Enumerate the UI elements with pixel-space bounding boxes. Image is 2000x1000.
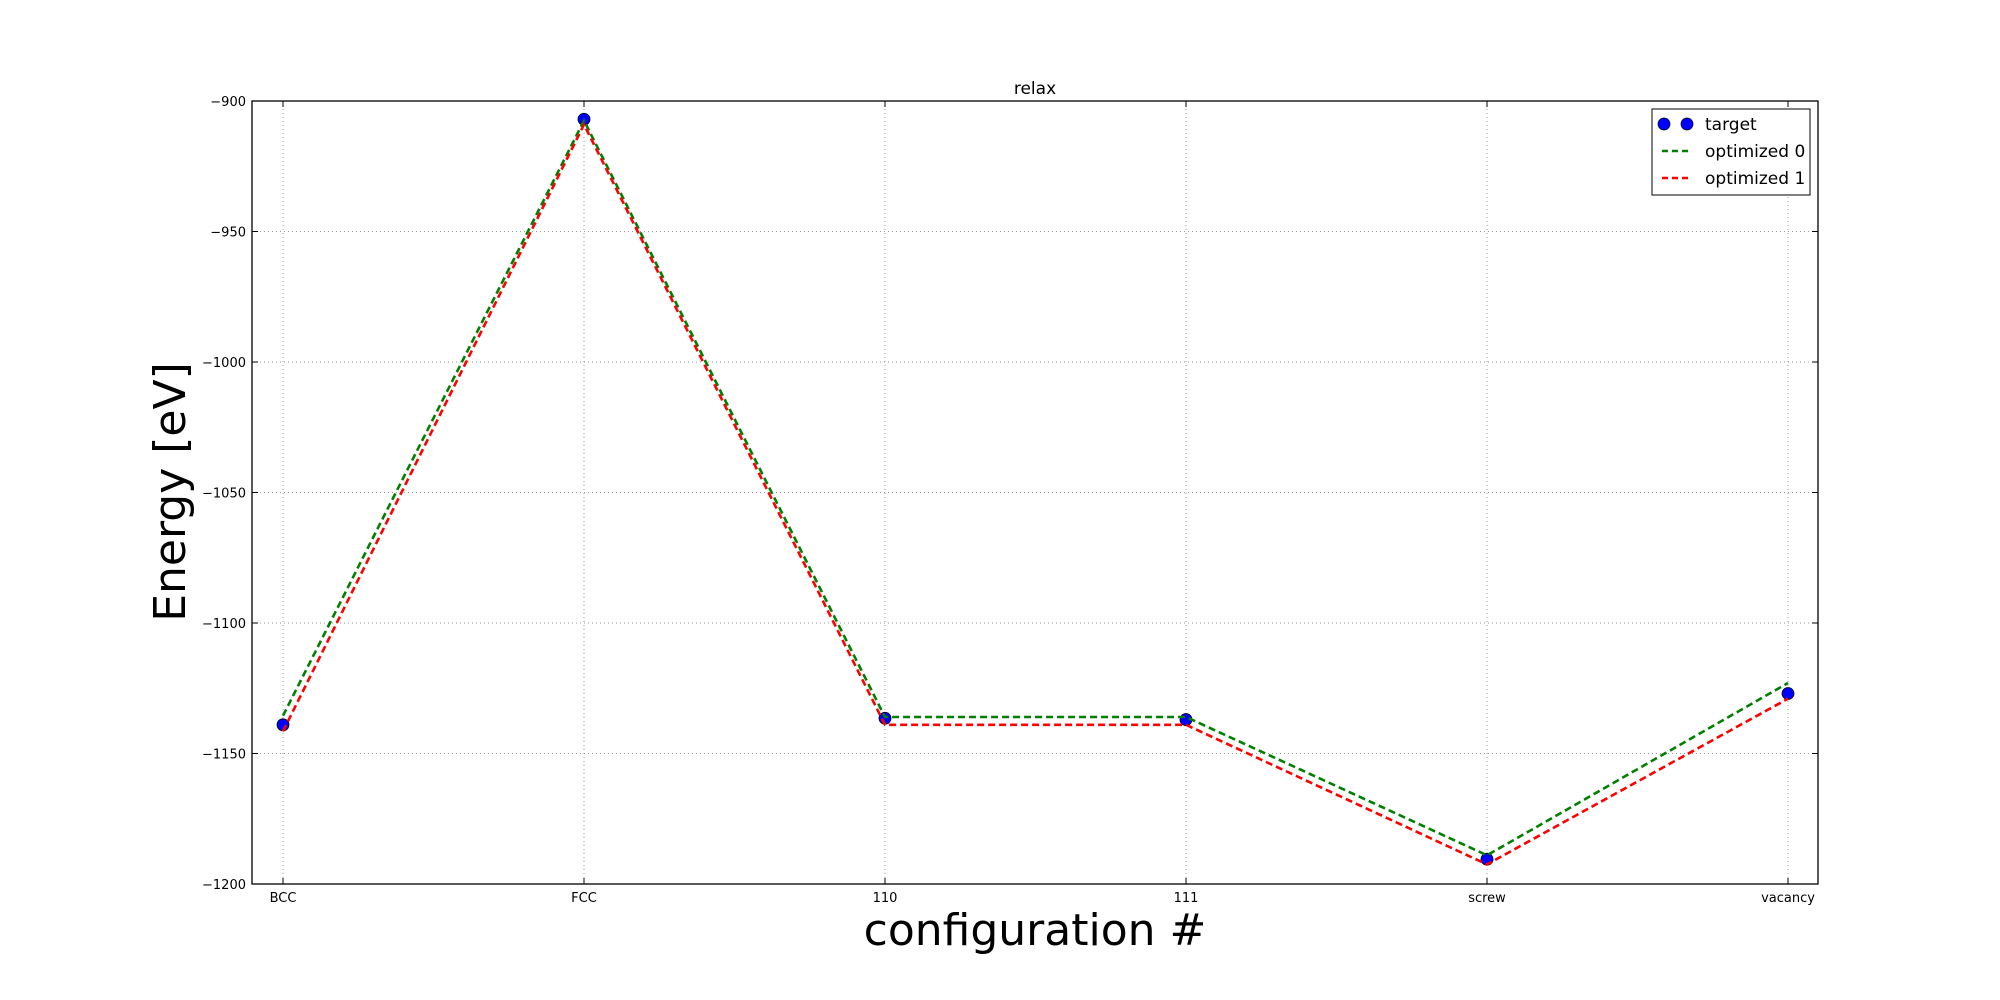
legend: target optimized 0 optimized 1 xyxy=(1651,108,1811,196)
y-tick-label: −950 xyxy=(210,226,246,241)
legend-label: target xyxy=(1705,115,1757,135)
x-tick-label: 111 xyxy=(1174,891,1199,906)
series-layer xyxy=(276,112,1795,866)
series-line-optimized-0 xyxy=(281,117,1789,857)
legend-marker xyxy=(1657,117,1671,131)
x-tick-label: BCC xyxy=(270,891,297,906)
y-axis-title: Energy [eV] xyxy=(145,362,196,622)
y-tick-label: −1150 xyxy=(202,748,246,763)
x-tick-label: 110 xyxy=(873,891,898,906)
x-tick-label: screw xyxy=(1468,891,1506,906)
y-tick-label: −1050 xyxy=(202,487,246,502)
legend-label: optimized 0 xyxy=(1705,142,1805,162)
plot-area-background xyxy=(252,101,1818,884)
x-axis-title: configuration # xyxy=(864,905,1207,956)
y-tick-label: −1000 xyxy=(202,356,246,371)
ticks: BCC FCC 110 111 screw vacancy −900 −950 −1000 −10… xyxy=(202,95,1818,906)
y-tick-label: −1100 xyxy=(202,617,246,632)
target-point xyxy=(1781,687,1795,700)
legend-box xyxy=(1651,108,1811,196)
chart-title: relax xyxy=(1014,79,1056,99)
x-tick-label: vacancy xyxy=(1761,891,1815,906)
x-tick-label: FCC xyxy=(571,891,597,906)
y-tick-label: −900 xyxy=(210,95,246,110)
grid xyxy=(252,101,1818,884)
y-tick-label: −1200 xyxy=(202,878,246,893)
legend-label: optimized 1 xyxy=(1705,169,1805,189)
legend-marker xyxy=(1680,117,1694,131)
series-line-optimized-1 xyxy=(281,121,1789,866)
